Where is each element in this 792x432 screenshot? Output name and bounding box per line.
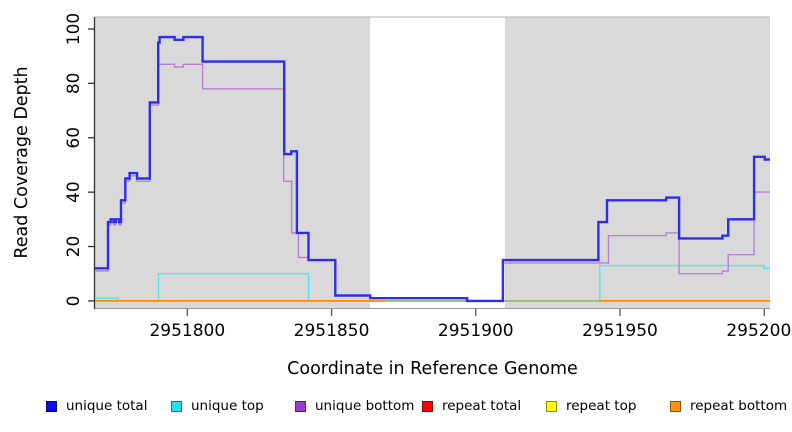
legend-item-unique-total: unique total: [46, 398, 147, 414]
repeat-bottom-swatch-icon: [670, 400, 681, 412]
unique-top-swatch-icon: [171, 400, 182, 412]
series-unique-bottom-line: [95, 63, 770, 302]
legend: unique total unique top unique bottom re…: [0, 398, 792, 416]
legend-item-repeat-bottom: repeat bottom: [670, 398, 787, 414]
legend-item-unique-bottom: unique bottom: [295, 398, 414, 414]
y-tick-label: 20: [64, 236, 84, 258]
series-unique-total-line: [95, 35, 770, 303]
legend-label: repeat total: [442, 398, 522, 414]
legend-label: unique bottom: [315, 398, 415, 414]
coverage-gap-region: [370, 17, 505, 308]
y-tick-label: 60: [64, 127, 84, 149]
y-axis-title: Read Coverage Depth: [12, 66, 32, 258]
legend-item-unique-top: unique top: [171, 398, 264, 414]
repeat-total-swatch-icon: [422, 400, 433, 412]
y-tick-label: 0: [64, 296, 84, 307]
x-axis-title: Coordinate in Reference Genome: [287, 359, 578, 379]
unique-bottom-swatch-icon: [295, 400, 306, 412]
unique-total-swatch-icon: [46, 400, 57, 412]
x-tick-label: 2951800: [149, 321, 225, 341]
x-tick-label: 2951900: [438, 321, 514, 341]
legend-label: unique top: [191, 398, 264, 414]
x-tick-label: 2951950: [582, 321, 658, 341]
legend-item-repeat-top: repeat top: [546, 398, 636, 414]
y-tick-label: 80: [64, 73, 84, 95]
x-tick-label: 2951850: [294, 321, 370, 341]
legend-item-repeat-total: repeat total: [422, 398, 521, 414]
y-tick-label: 40: [64, 181, 84, 203]
repeat-top-swatch-icon: [546, 400, 557, 412]
x-tick-label: 2952000: [726, 321, 792, 341]
legend-label: repeat top: [566, 398, 637, 414]
legend-label: repeat bottom: [690, 398, 788, 414]
legend-label: unique total: [66, 398, 148, 414]
y-tick-label: 100: [64, 13, 84, 45]
